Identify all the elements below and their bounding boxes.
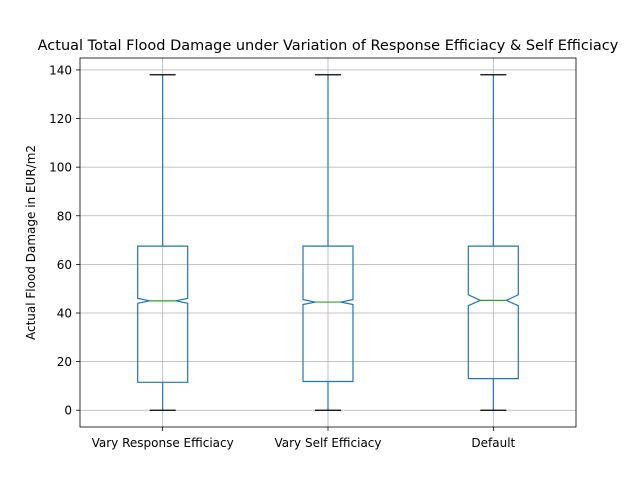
y-tick-label: 140 [49,63,72,77]
y-tick-label: 100 [49,161,72,175]
y-tick-label: 20 [57,355,72,369]
x-tick-label: Vary Self Efficiacy [274,436,381,450]
y-tick-label: 80 [57,209,72,223]
box-body [137,245,189,383]
y-tick-label: 0 [64,404,72,418]
y-tick-label: 60 [57,258,72,272]
axis-ticks: 0 20 40 60 80 100 120 140 Vary Response Efficiac… [49,63,515,450]
boxes [137,74,519,411]
y-axis-label: Actual Flood Damage in EUR/m2 [24,145,38,340]
chart-title: Actual Total Flood Damage under Variatio… [38,38,619,54]
box-body [467,245,519,380]
y-tick-label: 40 [57,306,72,320]
box-body [302,245,354,383]
x-tick-label: Default [471,436,515,450]
x-tick-label: Vary Response Efficiacy [92,436,234,450]
y-tick-label: 120 [49,112,72,126]
